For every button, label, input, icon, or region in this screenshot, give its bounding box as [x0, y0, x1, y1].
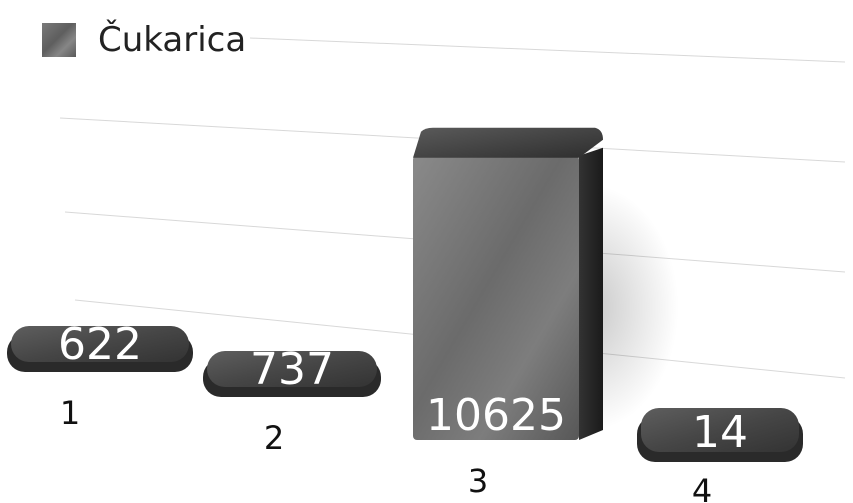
bar-side: [579, 147, 603, 440]
bar-slab-top: [207, 351, 377, 387]
legend: Čukarica: [42, 18, 246, 62]
tick-label-4: 4: [692, 472, 712, 503]
bar-4: [637, 408, 803, 462]
data-label-2: 737: [250, 344, 334, 395]
bar-slab-top: [641, 408, 799, 452]
bar-slab-top: [11, 326, 189, 362]
bar-face: [413, 155, 579, 440]
bar-2: [203, 351, 381, 397]
legend-label: Čukarica: [98, 20, 247, 60]
gridline-1: [249, 37, 846, 63]
tick-label-2: 2: [264, 419, 284, 457]
labels: 622 1 737 2 10625 3 14 4: [58, 319, 748, 503]
data-label-3: 10625: [426, 390, 566, 441]
data-label-1: 622: [58, 319, 142, 370]
bar-3: [413, 127, 679, 440]
bars: [7, 127, 803, 462]
tick-label-3: 3: [468, 462, 488, 500]
bar-1: [7, 326, 193, 372]
legend-swatch: [42, 23, 76, 57]
data-label-4: 14: [692, 407, 748, 458]
tick-label-1: 1: [60, 394, 80, 432]
bar-top: [413, 127, 603, 158]
